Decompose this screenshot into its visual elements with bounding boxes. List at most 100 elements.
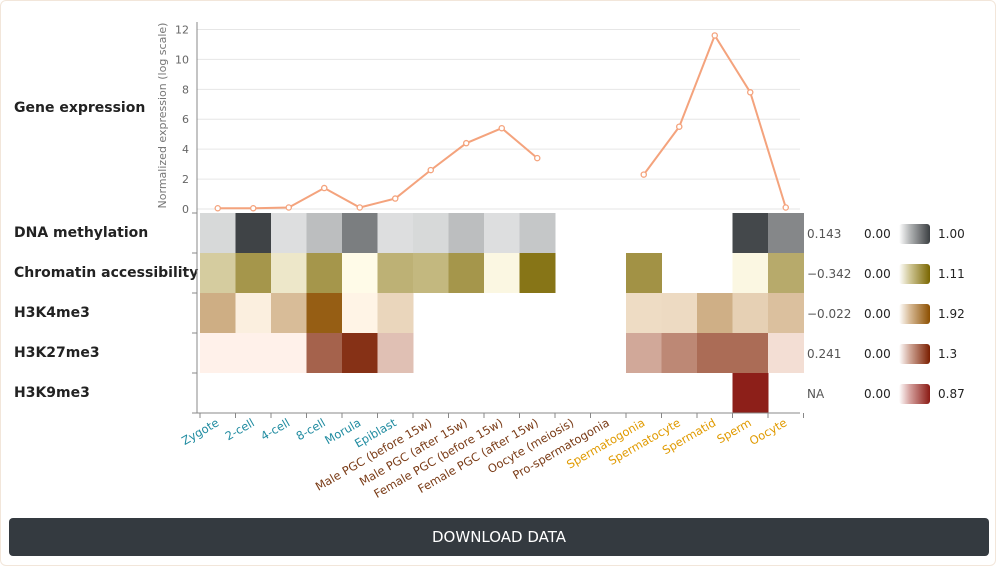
- heatmap-cell: [306, 293, 343, 333]
- heatmap-cell: [626, 333, 662, 373]
- expression-point: [498, 124, 505, 132]
- y-axis-label: Normalized expression (log scale): [156, 23, 169, 209]
- heatmap-cell: [200, 333, 236, 373]
- expression-point: [676, 123, 683, 130]
- correlation-value: −0.022: [807, 307, 851, 321]
- legend-gradient: [899, 264, 930, 284]
- expression-point: [320, 184, 328, 192]
- row-label: DNA methylation: [14, 225, 148, 241]
- heatmap-cell: [519, 213, 556, 253]
- legend-min: 0.00: [864, 227, 891, 241]
- expression-point: [640, 171, 648, 178]
- legend-min: 0.00: [864, 347, 891, 361]
- row-label: Chromatin accessibility: [14, 265, 198, 281]
- y-tick-label: 2: [182, 173, 189, 186]
- heatmap-cell: [200, 253, 236, 293]
- heatmap-cell: [306, 253, 343, 293]
- legend-min: 0.00: [864, 307, 891, 321]
- x-category-label: Zygote: [179, 415, 221, 447]
- expression-point: [285, 204, 292, 211]
- heatmap-cell: [413, 253, 449, 293]
- x-category-label: Sperm: [714, 415, 753, 446]
- heatmap-cell: [661, 293, 698, 333]
- heatmap-cell: [342, 253, 378, 293]
- correlation-value: 0.241: [807, 347, 841, 361]
- heatmap-cell: [732, 373, 769, 413]
- heatmap-cell: [768, 213, 804, 253]
- heatmap-cell: [661, 333, 698, 373]
- heatmap-cell: [377, 253, 414, 293]
- heatmap-cell: [413, 213, 449, 253]
- row-label: H3K4me3: [14, 305, 90, 321]
- heatmap-cell: [626, 253, 662, 293]
- y-tick-label: 8: [182, 83, 189, 96]
- legend-max: 1.3: [938, 347, 957, 361]
- row-label: H3K9me3: [14, 385, 90, 401]
- download-data-button[interactable]: DOWNLOAD DATA: [9, 518, 989, 556]
- y-tick-label: 10: [175, 53, 189, 66]
- heatmap-cell: [448, 213, 485, 253]
- x-category-label: 8-cell: [294, 415, 328, 443]
- heatmap-cell: [732, 253, 769, 293]
- heatmap-cell: [484, 253, 520, 293]
- heatmap-cell: [200, 213, 236, 253]
- row-label: H3K27me3: [14, 345, 100, 361]
- expression-point: [214, 205, 221, 212]
- heatmap-cell: [235, 213, 272, 253]
- expression-point: [782, 204, 790, 211]
- heatmap-cell: [768, 293, 804, 333]
- x-category-label: 4-cell: [258, 415, 292, 443]
- expression-point: [427, 166, 434, 174]
- y-tick-label: 0: [182, 203, 189, 216]
- x-category-label: Oocyte: [747, 415, 789, 448]
- expression-point: [711, 32, 719, 39]
- legend-gradient: [899, 344, 930, 364]
- legend-gradient: [899, 384, 930, 404]
- expression-point: [249, 205, 257, 212]
- correlation-value: NA: [807, 387, 825, 401]
- row-label-expression: Gene expression: [14, 100, 145, 116]
- heatmap-cell: [697, 293, 733, 333]
- correlation-value: 0.143: [807, 227, 841, 241]
- expression-point: [462, 139, 470, 147]
- y-tick-label: 6: [182, 113, 189, 126]
- heatmap-cell: [732, 333, 769, 373]
- expression-point: [356, 204, 363, 211]
- legend-max: 1.11: [938, 267, 965, 281]
- expression-point: [391, 195, 399, 202]
- legend-gradient: [899, 224, 930, 244]
- legend-max: 1.92: [938, 307, 965, 321]
- expression-point: [747, 89, 754, 96]
- heatmap-cell: [271, 293, 307, 333]
- heatmap-cell: [484, 213, 520, 253]
- correlation-value: −0.342: [807, 267, 851, 281]
- heatmap-cell: [377, 213, 414, 253]
- y-tick-label: 4: [182, 143, 189, 156]
- heatmap-cell: [342, 213, 378, 253]
- heatmap-cell: [377, 333, 414, 373]
- heatmap-cell: [377, 293, 414, 333]
- legend-max: 0.87: [938, 387, 965, 401]
- heatmap-cell: [306, 333, 343, 373]
- heatmap-cell: [306, 213, 343, 253]
- heatmap-cell: [235, 253, 272, 293]
- heatmap-cell: [768, 333, 804, 373]
- heatmap-cell: [768, 253, 804, 293]
- heatmap-cell: [235, 333, 272, 373]
- heatmap-cell: [448, 253, 485, 293]
- heatmap-cell: [342, 333, 378, 373]
- heatmap-cell: [732, 293, 769, 333]
- heatmap-cell: [200, 293, 236, 333]
- heatmap-cell: [697, 333, 733, 373]
- heatmap-cell: [271, 213, 307, 253]
- heatmap-cell: [342, 293, 378, 333]
- heatmap-cell: [271, 333, 307, 373]
- heatmap-cell: [235, 293, 272, 333]
- legend-min: 0.00: [864, 387, 891, 401]
- expression-line: [217, 127, 538, 210]
- expression-line: [642, 33, 787, 208]
- legend-max: 1.00: [938, 227, 965, 241]
- x-category-label: 2-cell: [223, 415, 257, 443]
- legend-min: 0.00: [864, 267, 891, 281]
- legend-gradient: [899, 304, 930, 324]
